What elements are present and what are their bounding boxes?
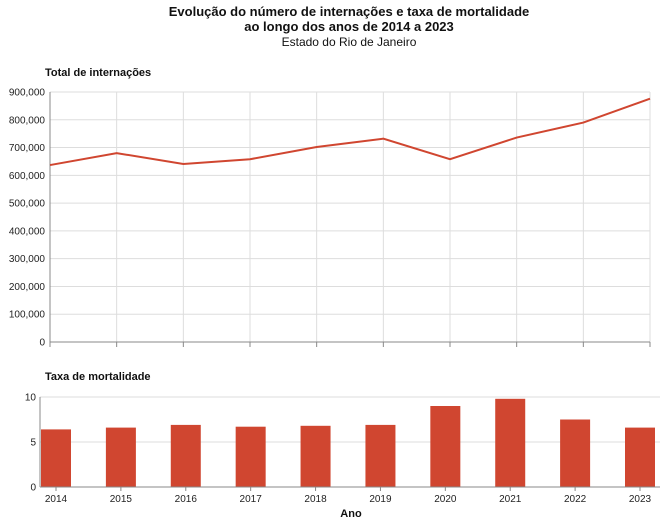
line-chart-panel: 0 100,000 200,000 300,000 400,000 500,000 600,… — [9, 88, 651, 349]
mortalidade-bar — [41, 429, 71, 487]
mortalidade-bar — [235, 426, 266, 487]
bar-y-tick-label: 0 — [30, 483, 36, 494]
line-y-tick-label: 500,000 — [9, 199, 46, 210]
line-y-tick-label: 400,000 — [9, 226, 46, 237]
mortalidade-bar — [560, 419, 591, 487]
x-tick-label: 2022 — [564, 494, 587, 505]
mortalidade-bar — [625, 427, 655, 487]
x-tick-label: 2020 — [434, 494, 457, 505]
line-y-tick-label: 800,000 — [9, 115, 46, 126]
mortalidade-bar — [365, 424, 396, 487]
line-y-tick-label: 100,000 — [9, 310, 46, 321]
line-y-tick-label: 0 — [39, 338, 45, 349]
x-tick-label: 2023 — [629, 494, 652, 505]
line-y-tick-label: 900,000 — [9, 88, 46, 99]
line-y-tick-label: 200,000 — [9, 282, 46, 293]
bar-y-tick-label: 5 — [30, 438, 36, 449]
mortalidade-bar — [105, 427, 136, 487]
x-tick-label: 2016 — [175, 494, 198, 505]
mortalidade-bar — [170, 424, 201, 487]
line-y-tick-label: 600,000 — [9, 171, 46, 182]
bar-panel-title: Taxa de mortalidade — [45, 371, 151, 383]
chart-title-line1: Evolução do número de internações e taxa… — [169, 4, 530, 19]
x-tick-label: 2018 — [304, 494, 327, 505]
x-tick-label: 2017 — [240, 494, 263, 505]
x-axis-title: Ano — [340, 508, 362, 520]
x-tick-label: 2015 — [110, 494, 133, 505]
mortalidade-bar — [495, 398, 526, 487]
mortalidade-bar — [300, 425, 331, 487]
mortalidade-bar — [430, 406, 461, 487]
internacoes-series-line — [49, 97, 651, 167]
x-tick-label: 2019 — [369, 494, 392, 505]
x-tick-label: 2021 — [499, 494, 522, 505]
chart-subtitle: Estado do Rio de Janeiro — [282, 35, 417, 49]
x-tick-label: 2014 — [45, 494, 68, 505]
bar-chart-panel: 0 5 10 2014 2015 2016 2017 2018 2019 2020 2021 2022… — [25, 393, 660, 505]
line-panel-title: Total de internações — [45, 67, 151, 79]
line-y-tick-label: 700,000 — [9, 143, 46, 154]
chart-title-line2: ao longo dos anos de 2014 a 2023 — [244, 19, 454, 34]
bar-y-tick-label: 10 — [25, 393, 37, 404]
line-y-tick-label: 300,000 — [9, 254, 46, 265]
